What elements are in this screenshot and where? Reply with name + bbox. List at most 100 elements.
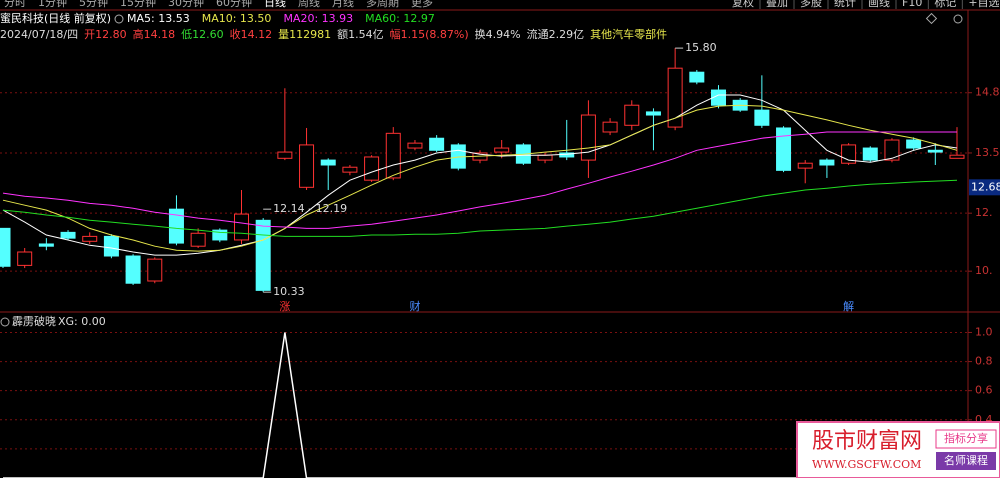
event-marker[interactable]: 涨 <box>279 300 290 313</box>
candle-body <box>320 159 336 166</box>
candle-body <box>754 109 770 126</box>
candle-body <box>38 243 54 247</box>
y-tick-label: 14.8 <box>975 86 1000 99</box>
candle-body <box>277 151 293 159</box>
candle-body <box>168 208 184 244</box>
toolbar-button[interactable]: 统计 <box>834 0 856 9</box>
toolbar-tab[interactable]: 多周期 <box>366 0 399 9</box>
toolbar-button[interactable]: 标记 <box>934 0 956 9</box>
toolbar-tab[interactable]: 月线 <box>332 0 354 9</box>
price-marker <box>969 179 1000 196</box>
candle-body <box>494 147 510 153</box>
candle-body <box>689 71 705 83</box>
watermark: 股市财富网 WWW.GSCFW.COM 指标分享 名师课程 <box>796 421 1000 478</box>
candle-body <box>906 139 922 149</box>
toolbar-button[interactable]: F10 <box>902 0 922 9</box>
toolbar-tab[interactable]: 5分钟 <box>79 0 108 9</box>
annotation: 12.14 - 12.19 <box>273 202 347 215</box>
candle-body <box>0 227 11 267</box>
candle-body <box>949 154 965 159</box>
quote-info: 2024/07/18/四 <box>0 28 78 41</box>
toolbar-button[interactable]: +自选 <box>968 0 999 9</box>
tag-box <box>935 429 997 449</box>
candle-body <box>624 104 640 126</box>
quote-info: 幅1.15(8.87%) <box>390 28 469 41</box>
candle-body <box>125 255 141 284</box>
event-marker[interactable]: 解 <box>843 299 854 313</box>
watermark-title: 股市财富网 <box>812 429 922 454</box>
y-tick-label: 1.0 <box>975 325 993 338</box>
toolbar-tab[interactable]: 60分钟 <box>216 0 252 9</box>
toolbar-tab[interactable]: 更多 <box>411 0 433 9</box>
quote-info: 额1.54亿 <box>337 28 384 41</box>
annotation: 15.80 <box>685 41 717 54</box>
toolbar-button[interactable]: 叠加 <box>766 0 788 9</box>
candle-body <box>927 149 943 153</box>
candle-body <box>17 251 33 266</box>
candle-body <box>776 127 792 171</box>
candle-body <box>862 147 878 161</box>
indicator-title: 霹雳破晓 <box>12 314 56 328</box>
legend-entry: MA10: 13.50 <box>202 12 272 25</box>
y-tick-label: 0.8 <box>975 355 993 368</box>
toolbar-tab[interactable]: 分时 <box>4 0 26 9</box>
close-icon[interactable] <box>114 14 124 24</box>
toolbar-tab[interactable]: 周线 <box>298 0 320 9</box>
candle-body <box>82 235 98 242</box>
ma-line <box>2 131 957 229</box>
settings-icon[interactable] <box>925 12 938 25</box>
tag-box <box>936 452 996 470</box>
toolbar-button[interactable]: 复权 <box>732 0 754 9</box>
candle-body <box>234 213 249 241</box>
quote-info: 低12.60 <box>181 28 224 41</box>
candle-body <box>364 156 380 181</box>
toolbar-button[interactable]: 多股 <box>800 0 822 9</box>
candle-body <box>103 235 119 257</box>
candle-body <box>711 89 726 106</box>
legend-entry: MA60: 12.97 <box>365 12 435 25</box>
price-marker-label: 12.68 <box>971 180 1000 193</box>
candle-body <box>537 154 553 161</box>
indicator-icon[interactable] <box>0 317 10 327</box>
close-icon[interactable] <box>953 14 963 24</box>
watermark-tag: 名师课程 <box>944 453 988 467</box>
candle-body <box>667 67 683 128</box>
ma-line <box>2 179 958 237</box>
ma-line <box>2 94 958 256</box>
toolbar-button[interactable]: 画线 <box>868 0 890 9</box>
quote-info: 开12.80 <box>84 28 127 41</box>
toolbar-tab[interactable]: 1分钟 <box>38 0 67 9</box>
candle-body <box>602 121 618 133</box>
candle-body <box>580 114 596 161</box>
toolbar-tab[interactable]: 30分钟 <box>168 0 204 9</box>
candle-body <box>884 139 900 161</box>
annotation: 10.33 <box>273 285 305 298</box>
candle-body <box>385 132 401 179</box>
candle-body <box>255 219 271 291</box>
event-marker[interactable]: 财 <box>409 299 420 313</box>
quote-info: 换4.94% <box>475 27 521 41</box>
watermark-url: WWW.GSCFW.COM <box>812 458 921 471</box>
quote-info: 高14.18 <box>133 27 176 41</box>
toolbar-tab[interactable]: 日线 <box>264 0 286 9</box>
candle-body <box>299 144 315 188</box>
watermark-tag: 指标分享 <box>944 431 988 445</box>
candle-body <box>429 137 445 151</box>
candle-body <box>645 111 661 116</box>
candle-body <box>342 166 358 173</box>
legend-entry: MA5: 13.53 <box>127 12 190 25</box>
y-tick-label: 0.6 <box>975 384 993 397</box>
quote-info: 其他汽车零部件 <box>590 27 667 41</box>
quote-info: 收14.12 <box>230 27 273 41</box>
indicator-legend: XG: 0.00 <box>58 315 106 328</box>
y-tick-label: 13.5 <box>975 146 1000 159</box>
candle-body <box>797 162 813 169</box>
candle-body <box>190 232 206 247</box>
candle-body <box>407 142 423 149</box>
quote-info: 流通2.29亿 <box>527 27 585 41</box>
candle-body <box>212 229 228 241</box>
candle-body <box>60 231 76 239</box>
toolbar-tab[interactable]: 15分钟 <box>120 0 156 9</box>
